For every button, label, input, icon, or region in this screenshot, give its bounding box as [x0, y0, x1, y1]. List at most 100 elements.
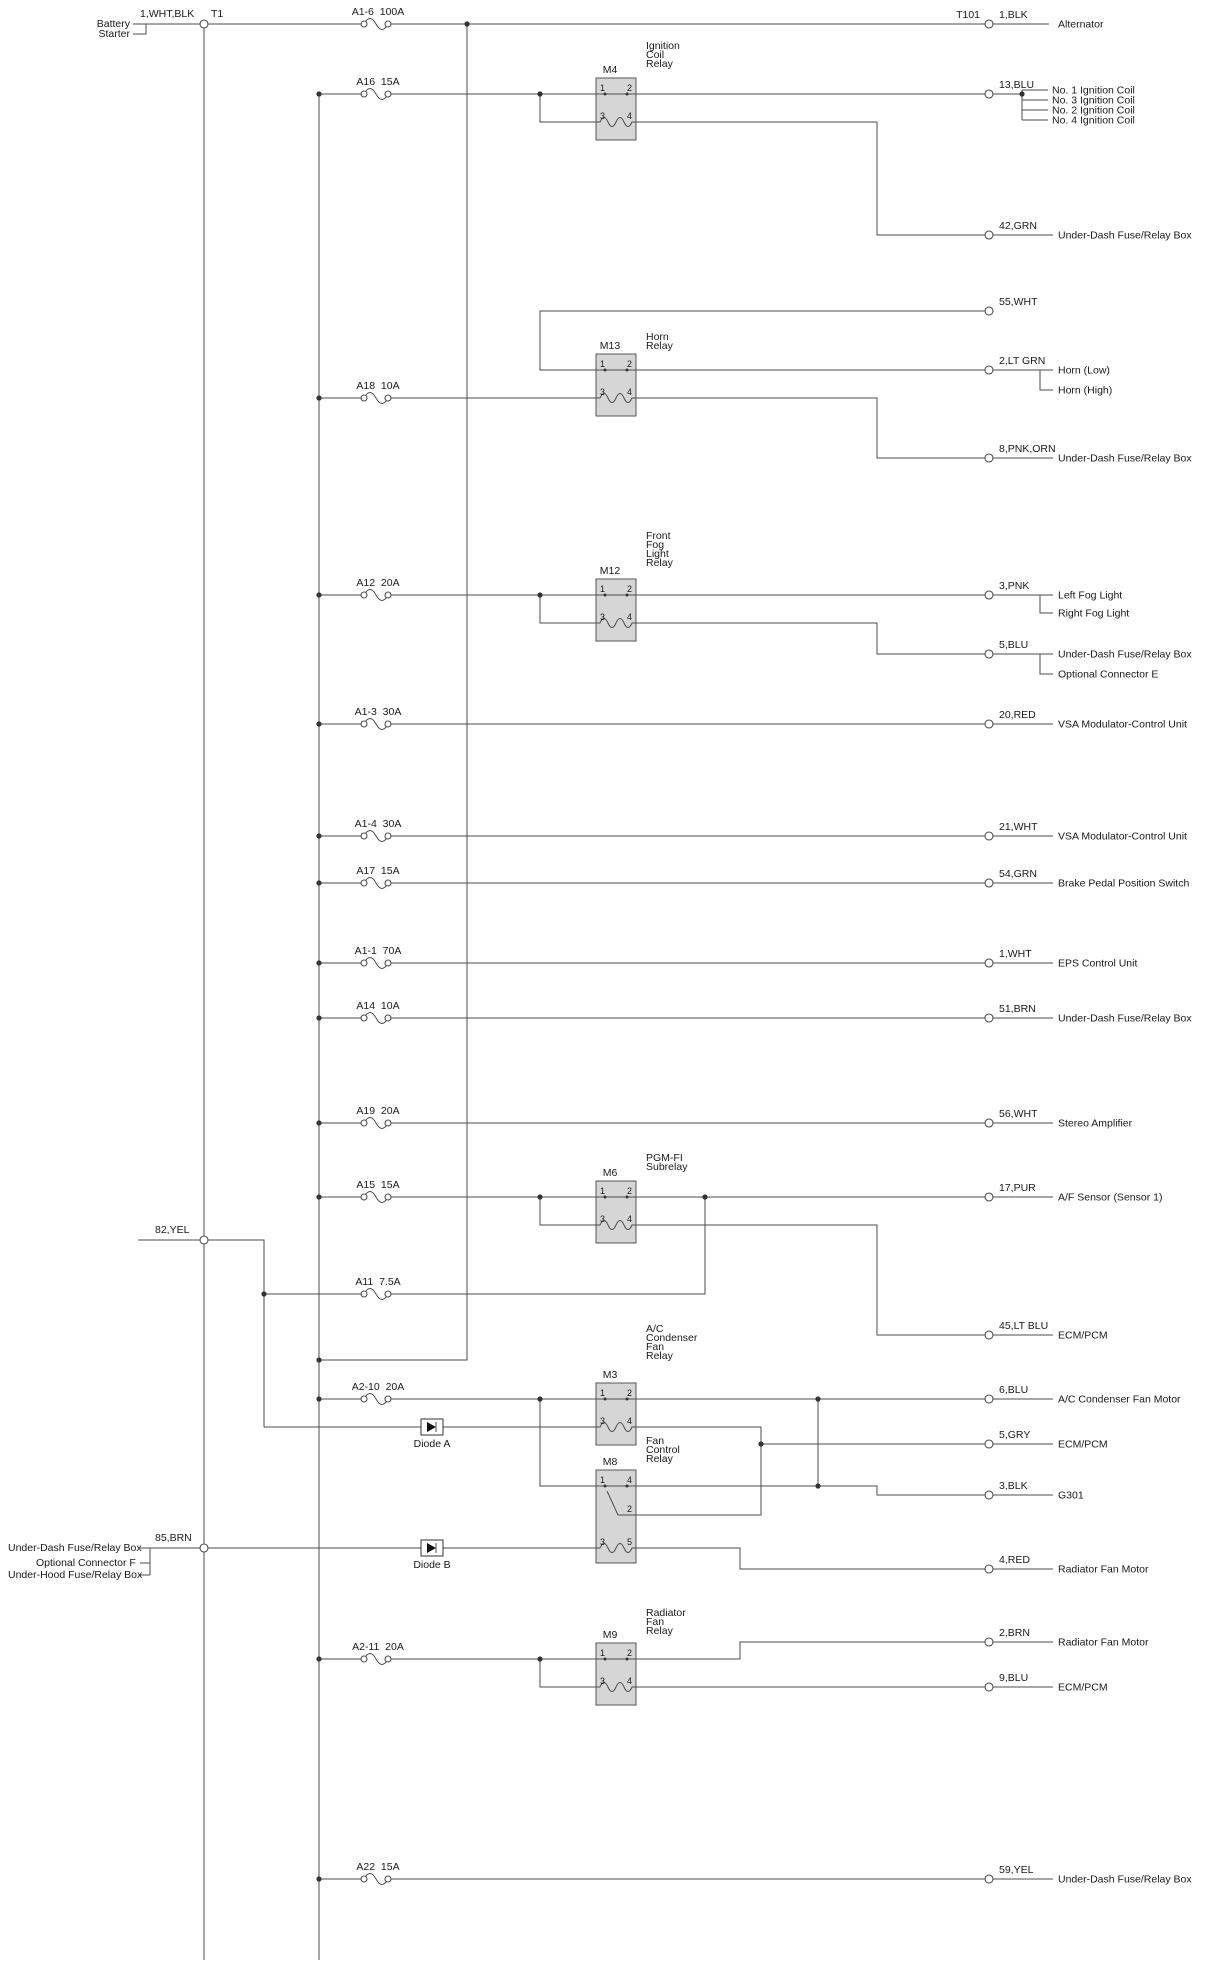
- relay-name-M4: Coil: [646, 49, 664, 61]
- wire-5blu-underdash: [636, 622, 1053, 655]
- destination-label: Under-Dash Fuse/Relay Box: [1058, 1013, 1192, 1025]
- relay-id-M3: M3: [603, 1369, 618, 1381]
- relay-name-M8: Relay: [646, 1453, 674, 1465]
- relay-contact-point: [603, 1657, 607, 1661]
- fuse-terminal: [384, 1193, 392, 1201]
- relay-pin-number: 4: [627, 1214, 632, 1224]
- junction-dot: [316, 1015, 322, 1021]
- wire-4red-radiator-fan: [636, 1547, 1053, 1570]
- terminal-wire-label: 6,BLU: [999, 1384, 1028, 1396]
- fuse-element-A2-11: [363, 1653, 389, 1665]
- fuse-terminal: [384, 90, 392, 98]
- destination-label: ECM/PCM: [1058, 1330, 1108, 1342]
- relay-box-M3: [595, 1382, 637, 1446]
- relay-name-M8: Fan: [646, 1435, 664, 1447]
- fuse-terminal: [384, 959, 392, 967]
- relay-name-M12: Relay: [646, 557, 674, 569]
- destination-label: VSA Modulator-Control Unit: [1058, 831, 1187, 843]
- terminal-connector: [984, 1874, 994, 1884]
- destination-label: Under-Dash Fuse/Relay Box: [1058, 230, 1192, 242]
- connector-t1: [199, 19, 209, 29]
- junction-dot: [316, 880, 322, 886]
- relay-name-M3: Fan: [646, 1341, 664, 1353]
- relay-contact-point: [603, 1195, 607, 1199]
- fuse-terminal: [360, 1014, 368, 1022]
- relay-pin-number: 3: [600, 111, 605, 121]
- left-connector-wire-label: 85,BRN: [155, 1532, 192, 1544]
- terminal-wire-label: 3,BLK: [999, 1480, 1028, 1492]
- relay-pin-number: 4: [627, 612, 632, 622]
- relay-pin-number: 2: [627, 83, 632, 93]
- terminal-wire-label: 9,BLU: [999, 1672, 1028, 1684]
- wire-m12-coil-feed: [539, 595, 596, 624]
- junction-dot: [537, 91, 543, 97]
- fuse-element-A12: [363, 589, 389, 601]
- terminal-connector: [984, 306, 994, 316]
- relay-contact-point: [625, 1484, 629, 1488]
- relay-box-M12: [595, 578, 637, 642]
- fuse-terminal: [384, 879, 392, 887]
- relay-pin-number: 4: [627, 1676, 632, 1686]
- fuse-element-A1-6: [363, 18, 389, 30]
- relay-pin-number: 1: [600, 83, 605, 93]
- relay-pin-number: 5: [627, 1537, 632, 1547]
- junction-dot: [316, 1194, 322, 1200]
- fuse-terminal: [384, 20, 392, 28]
- relay-name-M13: Horn: [646, 331, 669, 343]
- fuse-terminal: [360, 1655, 368, 1663]
- relay-pin-number: 1: [600, 1388, 605, 1398]
- junction-dot: [464, 21, 470, 27]
- terminal-wire-label: 8,PNK,ORN: [999, 443, 1056, 455]
- wire-85brn-bracket: [140, 1548, 151, 1576]
- relay-name-M12: Front: [646, 530, 671, 542]
- terminal-connector: [984, 1013, 994, 1023]
- relay-pin-number: 2: [627, 359, 632, 369]
- relay-pin-number: 3: [600, 1676, 605, 1686]
- terminal-wire-label: 55,WHT: [999, 296, 1038, 308]
- terminal-wire-label: 5,GRY: [999, 1429, 1030, 1441]
- fuse-terminal: [384, 720, 392, 728]
- diode-triangle: [427, 1543, 436, 1553]
- relay-coil: [596, 1682, 636, 1692]
- junction-dot: [261, 1291, 267, 1297]
- relay-contact-point: [625, 1657, 629, 1661]
- wire-m9-coil-feed: [539, 1659, 596, 1688]
- junction-dot: [815, 1396, 821, 1402]
- fuse-label-A1-1: A1-1 70A: [355, 945, 402, 957]
- junction-dot: [316, 91, 322, 97]
- relay-pin-number: 1: [600, 1475, 605, 1485]
- terminal-wire-label: 56,WHT: [999, 1108, 1038, 1120]
- fuse-element-A1-4: [363, 830, 389, 842]
- relay-id-M13: M13: [600, 340, 621, 352]
- junction-dot: [316, 1396, 322, 1402]
- fuse-label-A14: A14 10A: [356, 1000, 399, 1012]
- fuse-label-A2-10: A2-10 20A: [352, 1381, 405, 1393]
- terminal-connector-name: T101: [956, 9, 980, 21]
- wire-m6-coil-feed: [539, 1197, 596, 1226]
- destination-label: Optional Connector E: [1058, 669, 1158, 681]
- fuse-label-A11: A11 7.5A: [355, 1276, 400, 1288]
- relay-pin-number: 3: [600, 1214, 605, 1224]
- relay-contact-point: [603, 368, 607, 372]
- left-connector: [199, 1235, 209, 1245]
- fuse-label-A22: A22 15A: [356, 1861, 399, 1873]
- relay-name-M4: Relay: [646, 58, 674, 70]
- fuse-element-A11: [363, 1288, 389, 1300]
- terminal-connector: [984, 831, 994, 841]
- destination-label: Under-Dash Fuse/Relay Box: [1058, 649, 1192, 661]
- relay-name-M12: Light: [646, 548, 669, 560]
- junction-dot: [537, 1194, 543, 1200]
- terminal-connector: [984, 1564, 994, 1574]
- junction-dot: [537, 592, 543, 598]
- terminal-connector: [984, 453, 994, 463]
- fuse-element-A14: [363, 1012, 389, 1024]
- relay-contact-point: [603, 1397, 607, 1401]
- terminal-connector: [984, 230, 994, 240]
- fuse-terminal: [360, 1193, 368, 1201]
- destination-label: No. 2 Ignition Coil: [1052, 105, 1135, 117]
- terminal-wire-label: 45,LT BLU: [999, 1320, 1048, 1332]
- destination-label: ECM/PCM: [1058, 1682, 1108, 1694]
- wire-3blk-ground: [636, 1485, 1053, 1496]
- terminal-wire-label: 42,GRN: [999, 220, 1037, 232]
